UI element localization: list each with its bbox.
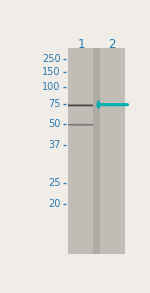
Text: 50: 50 (48, 119, 61, 129)
Bar (93, 47, 100, 254)
Text: 250: 250 (42, 54, 61, 64)
Bar (100, 47, 124, 254)
Text: 25: 25 (48, 178, 61, 188)
Text: 100: 100 (42, 82, 61, 92)
Text: 37: 37 (48, 139, 61, 150)
Text: 20: 20 (48, 199, 61, 209)
Text: 75: 75 (48, 99, 61, 109)
Bar (68, 47, 93, 254)
Text: 1: 1 (77, 38, 85, 51)
Text: 150: 150 (42, 67, 61, 77)
Text: 2: 2 (109, 38, 116, 51)
Bar (68, 47, 125, 254)
